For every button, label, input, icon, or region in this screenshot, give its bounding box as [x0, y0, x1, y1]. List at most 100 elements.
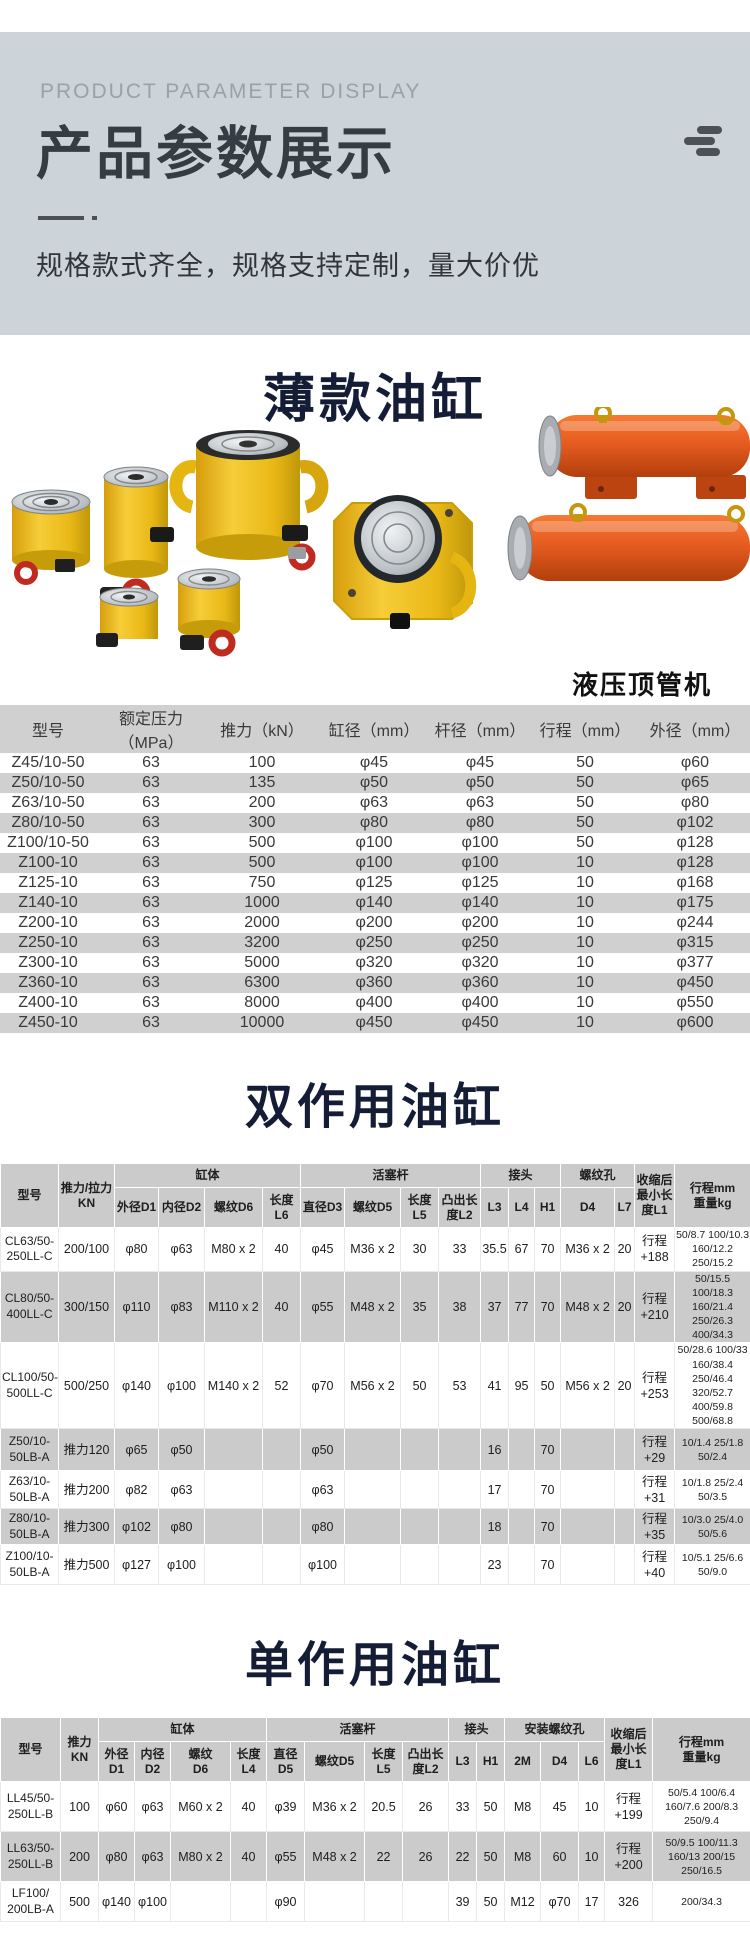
table-cell: [615, 1509, 635, 1545]
table-cell: LL45/50- 250LL-B: [1, 1782, 61, 1832]
column-header: 收缩后 最小长 度L1: [635, 1164, 675, 1228]
table-cell: φ80: [159, 1509, 205, 1545]
table-cell: 500: [206, 853, 318, 873]
table-cell: [439, 1429, 481, 1471]
table-cell: 77: [509, 1271, 535, 1343]
table-cell: 10: [530, 933, 640, 953]
table-cell: 行程 +31: [635, 1471, 675, 1509]
table-cell: M36 x 2: [305, 1782, 365, 1832]
column-header: 推力（kN）: [206, 705, 318, 753]
flat-jack-photo: [334, 495, 472, 629]
table-cell: 95: [509, 1343, 535, 1429]
table-cell: [263, 1545, 301, 1585]
table-cell: 63: [96, 853, 206, 873]
table-cell: φ600: [640, 1013, 750, 1033]
table-cell: 300: [206, 813, 318, 833]
table-cell: φ63: [301, 1471, 345, 1509]
table-cell: M80 x 2: [171, 1832, 231, 1882]
table-cell: 6300: [206, 973, 318, 993]
table-cell: Z100/10- 50LB-A: [1, 1545, 59, 1585]
table-cell: 200/34.3: [653, 1882, 750, 1922]
column-header: L4: [509, 1188, 535, 1228]
table-cell: M48 x 2: [305, 1832, 365, 1882]
column-header: 行程（mm）: [530, 705, 640, 753]
table-cell: 10/3.0 25/4.0 50/5.6: [675, 1509, 750, 1545]
table-cell: M60 x 2: [171, 1782, 231, 1832]
table-cell: φ100: [318, 833, 430, 853]
table-cell: 推力300: [59, 1509, 115, 1545]
column-header: 接头: [481, 1164, 561, 1188]
table-cell: φ320: [318, 953, 430, 973]
table-cell: Z63/10-50: [0, 793, 96, 813]
column-header: 螺纹D5: [345, 1188, 401, 1228]
table-cell: [439, 1509, 481, 1545]
column-header: 缸体: [115, 1164, 301, 1188]
column-header: 行程mm 重量kg: [653, 1718, 750, 1782]
table-cell: 1000: [206, 893, 318, 913]
table-cell: [205, 1429, 263, 1471]
table-cell: [561, 1429, 615, 1471]
table-cell: [401, 1471, 439, 1509]
table-cell: φ127: [115, 1545, 159, 1585]
table-cell: 50: [530, 833, 640, 853]
table-cell: M140 x 2: [205, 1343, 263, 1429]
table-cell: φ50: [430, 773, 530, 793]
column-header: L3: [481, 1188, 509, 1228]
table-cell: φ140: [430, 893, 530, 913]
table-cell: M36 x 2: [345, 1228, 401, 1272]
table-cell: φ82: [115, 1471, 159, 1509]
column-header: 外径 D1: [99, 1742, 135, 1782]
column-header: 型号: [1, 1164, 59, 1228]
table-cell: φ140: [318, 893, 430, 913]
table-cell: Z45/10-50: [0, 753, 96, 773]
table-cell: φ63: [135, 1832, 171, 1882]
table-cell: [205, 1471, 263, 1509]
table-cell: 100: [206, 753, 318, 773]
yellow-jacks-photo: [12, 430, 322, 653]
table-cell: 39: [449, 1882, 477, 1922]
table-cell: [345, 1471, 401, 1509]
table-cell: 67: [509, 1228, 535, 1272]
table-cell: CL63/50- 250LL-C: [1, 1228, 59, 1272]
table-cell: 63: [96, 953, 206, 973]
table-cell: 5000: [206, 953, 318, 973]
table-cell: Z250-10: [0, 933, 96, 953]
table-cell: [205, 1509, 263, 1545]
table-cell: 37: [481, 1271, 509, 1343]
table-cell: [509, 1545, 535, 1585]
table-cell: φ100: [318, 853, 430, 873]
table-cell: CL80/50- 400LL-C: [1, 1271, 59, 1343]
table-cell: Z100-10: [0, 853, 96, 873]
table-cell: [401, 1545, 439, 1585]
table-cell: φ63: [159, 1471, 205, 1509]
column-header: 型号: [0, 705, 96, 753]
table-cell: [509, 1429, 535, 1471]
banner-eyebrow: PRODUCT PARAMETER DISPLAY: [40, 80, 421, 104]
table-cell: φ63: [430, 793, 530, 813]
table-cell: 50: [530, 753, 640, 773]
table-cell: 38: [439, 1271, 481, 1343]
table-cell: φ400: [430, 993, 530, 1013]
table-cell: LL63/50- 250LL-B: [1, 1832, 61, 1882]
table-cell: 行程 +188: [635, 1228, 675, 1272]
table-cell: 63: [96, 753, 206, 773]
table-cell: 63: [96, 773, 206, 793]
table-cell: φ80: [301, 1509, 345, 1545]
table-cell: φ128: [640, 853, 750, 873]
product-photos: [0, 407, 750, 657]
table-cell: Z400-10: [0, 993, 96, 1013]
section-title-double: 双作用油缸: [0, 1067, 750, 1137]
table-cell: 52: [263, 1343, 301, 1429]
column-header: 螺纹 D6: [171, 1742, 231, 1782]
table-cell: 40: [231, 1782, 267, 1832]
column-header: 收缩后 最小长 度L1: [605, 1718, 653, 1782]
table-cell: φ45: [430, 753, 530, 773]
table-cell: φ50: [318, 773, 430, 793]
column-header: H1: [535, 1188, 561, 1228]
table-cell: [365, 1882, 403, 1922]
